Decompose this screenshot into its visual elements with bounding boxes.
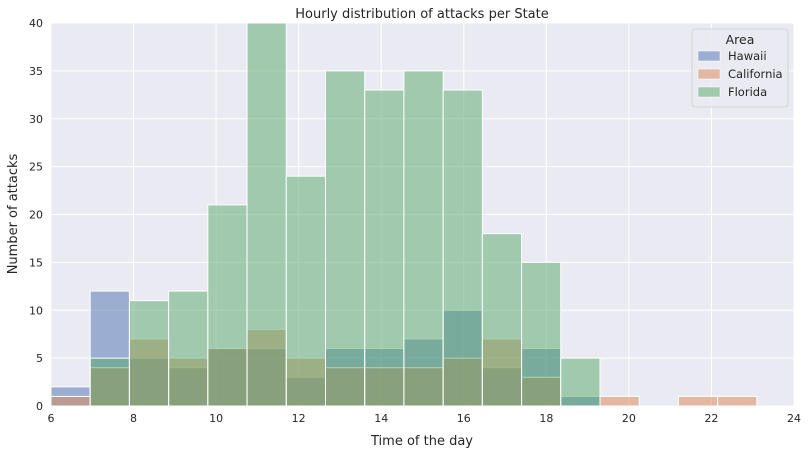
- x-tick-label: 8: [130, 412, 137, 425]
- legend-label: Florida: [728, 85, 767, 99]
- bar: [403, 70, 444, 407]
- x-axis-label: Time of the day: [370, 434, 473, 449]
- x-tick-label: 10: [209, 412, 223, 425]
- bar: [364, 89, 405, 407]
- legend-swatch: [697, 86, 721, 98]
- x-tick-label: 18: [539, 412, 553, 425]
- bar: [50, 395, 91, 407]
- y-tick-label: 15: [29, 256, 43, 269]
- legend-label: Hawaii: [728, 49, 767, 63]
- bar: [717, 395, 758, 407]
- bar: [599, 395, 640, 407]
- bar: [285, 175, 326, 407]
- bar: [521, 261, 562, 407]
- x-tick-label: 16: [457, 412, 471, 425]
- x-tick-label: 14: [374, 412, 388, 425]
- y-tick-label: 0: [36, 400, 43, 413]
- y-tick-label: 10: [29, 304, 43, 317]
- x-axis-ticks: 6 8 10 12 14 16 18 20 22 24: [48, 412, 802, 425]
- y-tick-label: 30: [29, 113, 43, 126]
- x-tick-label: 12: [292, 412, 306, 425]
- bar: [677, 395, 719, 407]
- x-tick-label: 6: [48, 412, 55, 425]
- legend-item: Hawaii: [697, 49, 767, 63]
- bar: [324, 70, 366, 407]
- legend-label: California: [728, 67, 783, 81]
- y-tick-label: 40: [29, 17, 43, 30]
- legend-item: California: [697, 67, 783, 81]
- x-tick-label: 22: [704, 412, 718, 425]
- bar: [207, 204, 248, 407]
- y-tick-label: 5: [36, 352, 43, 365]
- y-tick-label: 35: [29, 65, 43, 78]
- y-tick-label: 20: [29, 209, 43, 222]
- bar: [442, 89, 483, 407]
- legend-item: Florida: [697, 85, 767, 99]
- y-tick-label: 25: [29, 161, 43, 174]
- chart-title: Hourly distribution of attacks per State: [295, 7, 548, 22]
- bar: [128, 300, 170, 407]
- legend-swatch: [697, 50, 721, 62]
- bar: [560, 357, 601, 407]
- legend-title: Area: [726, 32, 755, 47]
- legend-swatch: [697, 68, 721, 80]
- bar: [89, 357, 130, 407]
- y-axis-ticks: 0 5 10 15 20 25 30 35 40: [29, 17, 43, 413]
- y-axis-label: Number of attacks: [6, 153, 21, 274]
- bars-layer: [50, 22, 758, 407]
- series-florida: [89, 22, 601, 407]
- x-tick-label: 20: [622, 412, 636, 425]
- bar: [246, 22, 287, 407]
- x-tick-label: 24: [787, 412, 801, 425]
- legend: Area Hawaii California Florida: [691, 28, 789, 108]
- bar: [481, 233, 523, 407]
- bar: [168, 290, 209, 407]
